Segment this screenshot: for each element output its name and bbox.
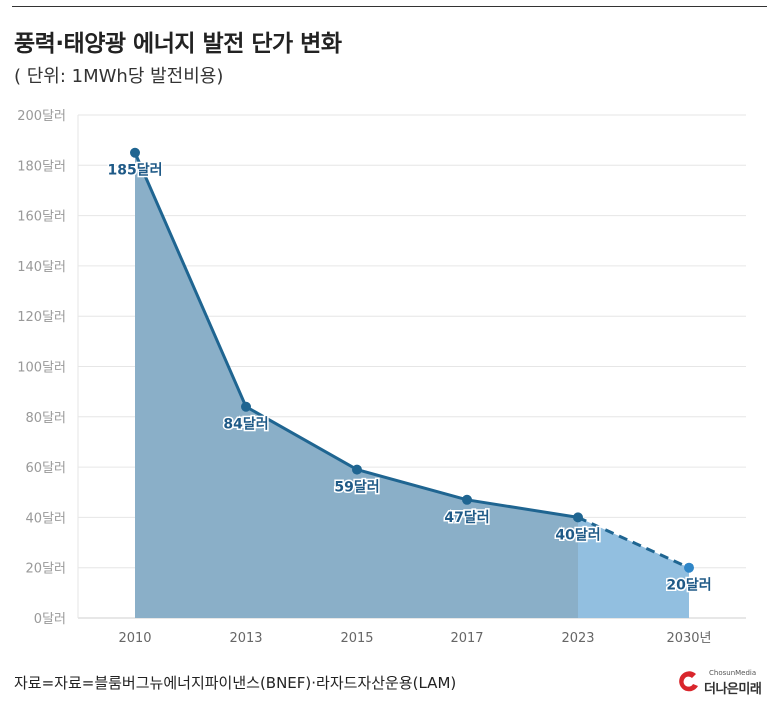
- y-tick-label: 60달러: [26, 461, 66, 476]
- y-tick-label: 140달러: [17, 260, 66, 275]
- area-actual: [135, 152, 578, 618]
- y-tick-label: 40달러: [26, 511, 66, 526]
- logo-swirl-icon: [679, 671, 698, 692]
- y-tick-label: 180달러: [17, 159, 66, 174]
- cost-area-chart: 0달러 20달러 40달러 60달러 80달러 100달러 120달러 140달러 160달러 1…: [17, 109, 746, 646]
- top-rule: [12, 6, 767, 7]
- y-tick-label: 20달러: [26, 562, 66, 577]
- y-tick-label: 120달러: [17, 310, 66, 325]
- y-tick-label: 0달러: [34, 612, 66, 627]
- x-tick-label: 2017: [450, 631, 483, 646]
- data-point: [684, 562, 694, 573]
- y-tick-label: 160달러: [17, 210, 66, 225]
- logo-small-text: ChosunMedia: [709, 669, 757, 677]
- series-line-forecast: [577, 516, 690, 570]
- data-label: 40달러: [555, 527, 600, 543]
- chart-subtitle: ( 단위: 1MWh당 발전비용): [14, 66, 224, 87]
- x-tick-label: 2010: [118, 631, 151, 646]
- y-tick-label: 200달러: [17, 109, 66, 124]
- data-point: [352, 464, 362, 475]
- area-forecast: [578, 517, 689, 618]
- x-tick-label: 2013: [229, 631, 262, 646]
- data-label: 20달러: [666, 578, 711, 594]
- x-tick-label: 2030년: [666, 631, 711, 646]
- data-point: [130, 147, 140, 158]
- data-label: 185달러: [108, 163, 163, 179]
- x-tick-label: 2015: [340, 631, 373, 646]
- data-label: 84달러: [223, 417, 268, 433]
- y-tick-label: 100달러: [17, 361, 66, 376]
- publisher-logo: ChosunMedia 더나은미래: [676, 668, 772, 698]
- data-point: [462, 494, 472, 505]
- chart-title: 풍력·태양광 에너지 발전 단가 변화: [14, 31, 342, 57]
- y-tick-label: 80달러: [26, 411, 66, 426]
- data-point: [573, 512, 583, 523]
- data-label: 59달러: [334, 480, 379, 496]
- logo-main-text: 더나은미래: [704, 682, 762, 697]
- source-note: 자료=자료=블룸버그뉴에너지파이낸스(BNEF)·라자드자산운용(LAM): [14, 674, 457, 692]
- data-label: 47달러: [444, 510, 489, 526]
- data-point: [241, 401, 251, 412]
- x-tick-label: 2023: [561, 631, 594, 646]
